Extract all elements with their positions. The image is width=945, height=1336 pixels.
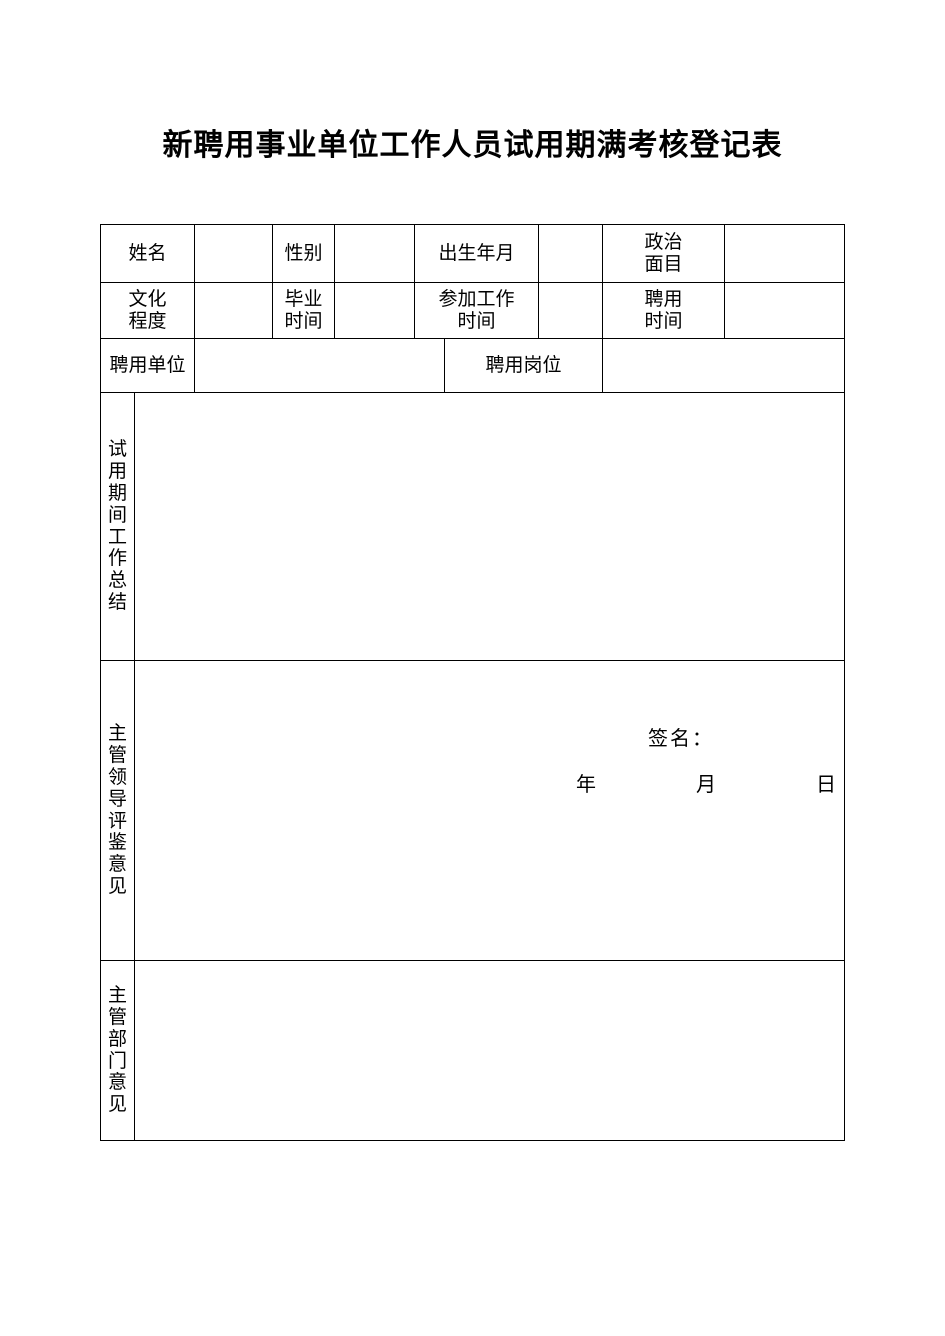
value-leader-opinion[interactable]: 签名： 年 月 日 (135, 661, 845, 961)
value-dob[interactable] (539, 225, 603, 283)
value-worktime[interactable] (539, 283, 603, 339)
signature-label: 签名： (648, 728, 714, 751)
label-position: 聘用岗位 (445, 339, 603, 393)
label-name: 姓名 (101, 225, 195, 283)
label-leader-opinion: 主管领导评鉴意见 (101, 661, 135, 961)
form-table: 姓名 性别 出生年月 政治面目 文化程度 毕业时间 参加工作时间 聘用时间 聘用… (100, 224, 845, 1141)
form-title: 新聘用事业单位工作人员试用期满考核登记表 (100, 120, 845, 164)
value-gradtime[interactable] (335, 283, 415, 339)
signature-date: 年 月 日 (576, 774, 836, 797)
label-summary: 试用期间工作总结 (101, 393, 135, 661)
label-employer: 聘用单位 (101, 339, 195, 393)
value-political[interactable] (725, 225, 845, 283)
label-dept-opinion: 主管部门意见 (101, 961, 135, 1141)
value-summary[interactable] (135, 393, 845, 661)
page: 新聘用事业单位工作人员试用期满考核登记表 姓名 性别 出生年月 政治面目 (0, 0, 945, 1181)
label-political: 政治面目 (603, 225, 725, 283)
label-gradtime: 毕业时间 (273, 283, 335, 339)
label-gender: 性别 (273, 225, 335, 283)
label-worktime: 参加工作时间 (415, 283, 539, 339)
value-name[interactable] (195, 225, 273, 283)
label-dob: 出生年月 (415, 225, 539, 283)
label-hiretime: 聘用时间 (603, 283, 725, 339)
value-position[interactable] (603, 339, 845, 393)
value-gender[interactable] (335, 225, 415, 283)
value-education[interactable] (195, 283, 273, 339)
value-dept-opinion[interactable] (135, 961, 845, 1141)
value-employer[interactable] (195, 339, 445, 393)
label-education: 文化程度 (101, 283, 195, 339)
value-hiretime[interactable] (725, 283, 845, 339)
